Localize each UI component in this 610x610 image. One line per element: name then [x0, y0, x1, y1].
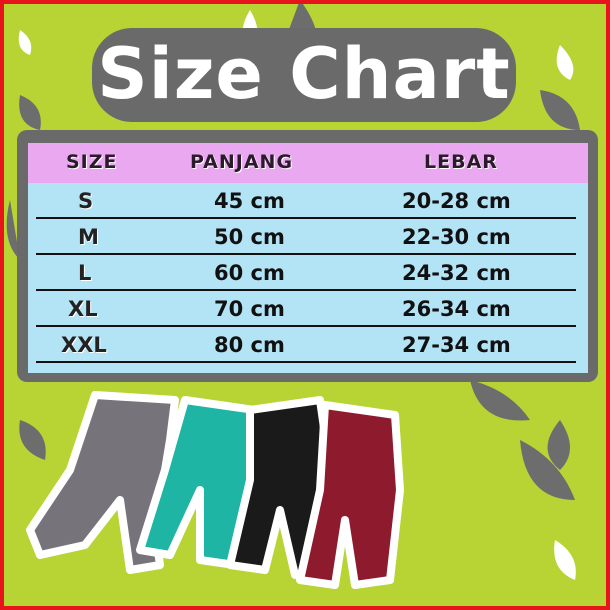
panjang-cell: 45 cm [214, 189, 285, 213]
lebar-cell: 22-30 cm [402, 225, 511, 249]
lebar-cell: 20-28 cm [402, 189, 511, 213]
panjang-cell: 60 cm [214, 261, 285, 285]
table-row: XXL 80 cm 27-34 cm [28, 327, 588, 363]
table-row: XL 70 cm 26-34 cm [28, 291, 588, 327]
table-header: SIZE PANJANG LEBAR [28, 143, 588, 183]
maroon-pants [296, 401, 404, 589]
header-panjang: PANJANG [190, 151, 294, 173]
header-lebar: LEBAR [424, 151, 498, 173]
panjang-cell: 80 cm [214, 333, 285, 357]
table-row: S 45 cm 20-28 cm [28, 183, 588, 219]
row-divider [36, 217, 576, 219]
lebar-cell: 27-34 cm [402, 333, 511, 357]
pants-photo [26, 391, 404, 589]
row-divider [36, 289, 576, 291]
size-table: SIZE PANJANG LEBAR S 45 cm 20-28 cm M 50 cm 2… [28, 143, 588, 373]
row-divider [36, 253, 576, 255]
panjang-cell: 70 cm [214, 297, 285, 321]
size-cell: L [78, 261, 92, 285]
lebar-cell: 26-34 cm [402, 297, 511, 321]
gray-pants [26, 391, 179, 574]
size-cell: XL [68, 297, 98, 321]
table-row: L 60 cm 24-32 cm [28, 255, 588, 291]
row-divider [36, 325, 576, 327]
size-cell: S [78, 189, 94, 213]
title-banner [92, 28, 516, 122]
panjang-cell: 50 cm [214, 225, 285, 249]
page-title: Size Chart [97, 33, 511, 115]
size-cell: XXL [61, 333, 107, 357]
row-divider [36, 361, 576, 363]
lebar-cell: 24-32 cm [402, 261, 511, 285]
header-size: SIZE [66, 151, 118, 173]
size-cell: M [78, 225, 99, 249]
table-row: M 50 cm 22-30 cm [28, 219, 588, 255]
